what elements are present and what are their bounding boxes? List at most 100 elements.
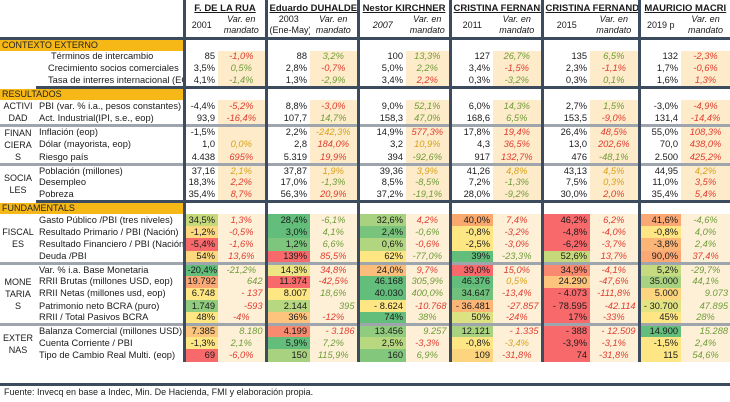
- category-label: FINAN CIERA S: [0, 123, 36, 165]
- value-cell: 35,4%: [182, 189, 218, 204]
- category-label: ACTIVI DAD: [0, 100, 36, 126]
- var-cell: 34,8%: [310, 261, 358, 276]
- value-cell: 394: [356, 151, 406, 165]
- economic-indicators-table: F. DE LA RUA Eduardo DUHALDE Nestor KIRC…: [0, 0, 730, 362]
- value-cell: -0,8%: [637, 226, 682, 239]
- var-cell: -242,3%: [310, 123, 358, 139]
- value-cell: 2.500: [637, 151, 682, 165]
- blank-cell: [218, 38, 266, 51]
- category-text: LES: [9, 184, 27, 195]
- value-cell: 34,9%: [540, 261, 591, 276]
- value-cell: -1,3%: [182, 337, 218, 350]
- category-label: EXTER NAS: [0, 323, 36, 362]
- var-cell: -6,1%: [310, 214, 358, 227]
- var-cell: 2,1%: [218, 162, 266, 177]
- table-row: RRII Netas (millones usd, eop) 6.748- 137…: [0, 287, 730, 300]
- blank-cell: [182, 201, 218, 215]
- blank-cell: [493, 201, 543, 215]
- value-cell: 52,6%: [540, 250, 591, 264]
- var-cell: -12%: [310, 312, 358, 325]
- value-cell: 1,3%: [264, 74, 310, 89]
- var-cell: 13,3%: [406, 50, 450, 63]
- blank-cell: [448, 201, 493, 215]
- value-cell: 40,0%: [448, 214, 493, 227]
- var-cell: -19,1%: [406, 189, 450, 204]
- table-row: Dólar (mayorista, eop) 1,0 0,0% 2,8 184,0% 3,…: [0, 138, 730, 152]
- year-header: 2007: [356, 14, 406, 40]
- var-cell: 1,5%: [590, 99, 640, 113]
- year-header: 2019 p: [637, 14, 682, 40]
- header-years-row: 2001 Var. en mandato 2003 (Ene-May) Var. en …: [0, 14, 730, 40]
- value-cell: 8,5%: [356, 176, 406, 190]
- table-row: SOCIA LES Población (millones) 37,16 2,1% 37,…: [0, 162, 730, 202]
- category-label: FISCAL ES: [0, 214, 36, 263]
- var-cell: 19,9%: [310, 151, 358, 165]
- var-cell: 6,5%: [590, 50, 640, 63]
- var-cell: -24%: [493, 312, 543, 325]
- var-cell: -4,9%: [681, 99, 730, 113]
- category-text: EXTER: [2, 332, 33, 343]
- value-cell: 1,6%: [637, 74, 682, 89]
- value-cell: - 36.481: [448, 300, 493, 313]
- var-cell: 0,1%: [590, 74, 640, 89]
- value-cell: 153,5: [540, 112, 591, 126]
- var-cell: -29,7%: [681, 261, 730, 276]
- president-header: MAURICIO MACRI: [637, 0, 730, 14]
- table-row: FINAN CIERA S Inflación (eop) -1,5% 2,2% -242,…: [0, 123, 730, 165]
- value-cell: 2.144: [264, 300, 310, 313]
- value-cell: 139%: [264, 250, 310, 264]
- value-cell: 37,87: [264, 162, 310, 177]
- var-cell: -92,6%: [406, 151, 450, 165]
- var-cell: -77,0%: [406, 250, 450, 264]
- var-cell: 48,5%: [590, 123, 640, 139]
- value-cell: 34,5%: [182, 214, 218, 227]
- value-cell: 6.748: [182, 287, 218, 300]
- var-cell: 47,0%: [406, 112, 450, 126]
- header-names-row: F. DE LA RUA Eduardo DUHALDE Nestor KIRC…: [0, 0, 730, 14]
- var-cell: 1,3%: [218, 214, 266, 227]
- value-cell: 5,2%: [637, 261, 682, 276]
- value-cell: - 78.595: [540, 300, 591, 313]
- value-cell: 1.749: [182, 300, 218, 313]
- category-text: FISCAL: [2, 226, 34, 237]
- table-row: Riesgo país 4.438 695% 5.319 19,9% 394 -92,6% 9…: [0, 151, 730, 165]
- var-cell: 15.288: [681, 323, 730, 338]
- year-label: 2011: [462, 19, 482, 30]
- row-label: Crecimiento socios comerciales: [48, 63, 179, 74]
- value-cell: 5.319: [264, 151, 310, 165]
- value-cell: 2,3%: [540, 62, 591, 75]
- var-cell: -1,1%: [590, 62, 640, 75]
- value-cell: 14,9%: [356, 123, 406, 139]
- value-cell: 14,3%: [264, 261, 310, 276]
- var-cell: 132,7%: [493, 151, 543, 165]
- var-cell: -33%: [590, 312, 640, 325]
- category-text: S: [14, 151, 21, 162]
- var-cell: -21,2%: [218, 261, 266, 276]
- blank-cell: [310, 87, 358, 100]
- value-cell: 19.792: [182, 275, 218, 288]
- value-cell: 24.290: [540, 275, 591, 288]
- var-cell: 108,3%: [681, 123, 730, 139]
- var-cell: 44,1%: [681, 275, 730, 288]
- var-cell: 9.073: [681, 287, 730, 300]
- var-cell: -47,6%: [590, 275, 640, 288]
- table-row: Cuenta Corriente / PBI -1,3% 2,1% 5,9% 7,2% 2…: [0, 337, 730, 350]
- value-cell: -4,4%: [182, 99, 218, 113]
- row-label: Cuenta Corriente / PBI: [39, 337, 133, 348]
- var-header: Var. en mandato: [310, 14, 358, 40]
- value-cell: 46,2%: [540, 214, 591, 227]
- value-cell: 55,0%: [637, 123, 682, 139]
- row-label: Deuda /PBI: [39, 250, 87, 261]
- var-cell: 3,5%: [681, 176, 730, 190]
- category-text: ACTIVI: [3, 100, 33, 111]
- var-cell: -593: [218, 300, 266, 313]
- var-cell: - 1.335: [493, 323, 543, 338]
- var-cell: -4,6%: [681, 214, 730, 227]
- value-cell: 100: [356, 50, 406, 63]
- year-header: 2001: [182, 14, 218, 40]
- row-label: Población (millones): [36, 162, 184, 177]
- var-cell: -5,2%: [218, 99, 266, 113]
- blank-cell: [637, 87, 682, 100]
- var-cell: 8.180: [218, 323, 266, 338]
- value-cell: 74: [540, 349, 591, 362]
